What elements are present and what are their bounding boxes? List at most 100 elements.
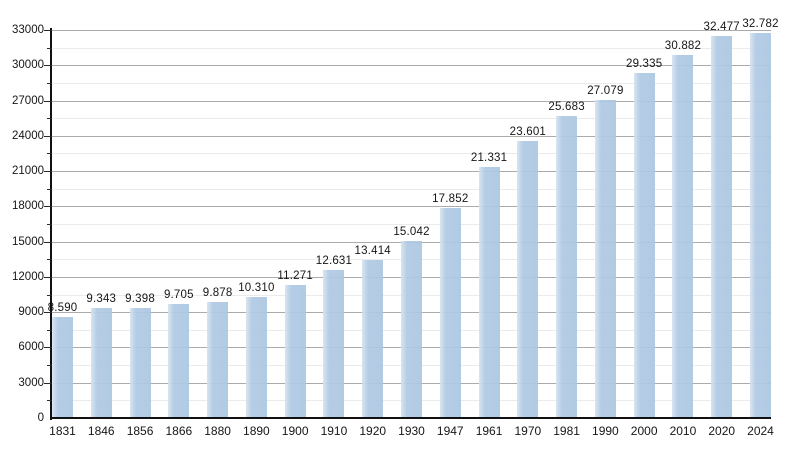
x-tick-label: 2010 — [669, 424, 697, 438]
gridline-minor — [52, 188, 771, 190]
bar-fill — [750, 32, 771, 418]
bar-fill — [594, 99, 616, 418]
y-tick-label: 0 — [37, 412, 44, 424]
x-tick-label: 1920 — [359, 424, 387, 438]
y-axis-tick — [47, 188, 52, 190]
bar-value-label: 25.683 — [548, 101, 585, 114]
x-tick-label: 1970 — [514, 424, 542, 438]
y-axis-tick — [44, 347, 52, 349]
bar-2010: 30.882 — [665, 40, 701, 418]
y-axis-tick — [44, 30, 52, 31]
bar-fill — [362, 260, 384, 418]
x-tick-label: 1880 — [204, 424, 231, 438]
y-axis-tick — [47, 400, 52, 402]
y-axis-tick — [44, 65, 52, 67]
gridline-major — [52, 135, 771, 137]
x-tick-label: 1961 — [475, 424, 503, 438]
y-axis-tick — [47, 365, 52, 367]
bar-value-label: 13.414 — [354, 245, 391, 258]
bar-1961: 21.331 — [471, 152, 507, 418]
bar-fill — [52, 317, 73, 418]
gridline-major — [52, 30, 771, 31]
y-tick-label: 6000 — [18, 341, 44, 354]
bar-fill — [633, 73, 655, 418]
bar-value-label: 8.590 — [47, 302, 78, 315]
bar-value-label: 12.631 — [315, 254, 353, 267]
y-axis-tick — [47, 82, 52, 84]
y-axis-tick — [47, 47, 52, 49]
bar-fill — [478, 167, 500, 418]
bar-1831: 8.590 — [48, 302, 77, 418]
bar-fill — [439, 208, 461, 418]
y-axis-tick — [44, 312, 52, 314]
bar-fill — [207, 301, 229, 418]
gridline-major — [52, 65, 771, 67]
bar-value-label: 9.878 — [202, 286, 233, 299]
bar-fill — [556, 116, 578, 418]
gridline-minor — [52, 47, 771, 49]
bar-1890: 10.310 — [238, 282, 274, 418]
y-tick-label: 12000 — [12, 270, 44, 283]
bar-value-label: 15.042 — [393, 226, 430, 239]
y-axis-tick — [44, 100, 52, 102]
y-tick-label: 30000 — [12, 59, 44, 72]
x-tick-label: 1866 — [165, 424, 193, 438]
y-axis-tick — [44, 135, 52, 137]
bar-value-label: 17.852 — [432, 193, 469, 206]
bar-1866: 9.705 — [164, 289, 194, 418]
bar-value-label: 23.601 — [509, 125, 547, 138]
bar-1981: 25.683 — [548, 101, 585, 418]
bar-value-label: 9.705 — [163, 288, 194, 301]
y-axis-tick — [44, 276, 52, 278]
gridline-minor — [52, 82, 771, 84]
y-tick-label: 24000 — [12, 129, 44, 142]
y-tick-label: 18000 — [12, 200, 44, 213]
bar-fill — [284, 285, 306, 418]
bar-value-label: 21.331 — [470, 152, 508, 165]
y-axis-tick — [44, 171, 52, 173]
x-tick-label: 2000 — [630, 424, 658, 438]
y-tick-label: 27000 — [12, 94, 44, 107]
y-axis-tick — [47, 329, 52, 331]
x-axis-line — [50, 417, 771, 419]
gridline-major — [52, 171, 771, 173]
x-tick-label: 1990 — [592, 424, 619, 438]
bar-2020: 32.477 — [704, 21, 740, 418]
bar-fill — [323, 269, 345, 418]
y-axis-tick — [47, 294, 52, 296]
bar-value-label: 27.079 — [587, 84, 624, 97]
bar-1846: 9.343 — [86, 293, 116, 418]
gridline-minor — [52, 153, 771, 155]
x-tick-label: 1831 — [49, 424, 76, 438]
bar-fill — [245, 296, 267, 418]
x-tick-label: 1900 — [281, 424, 309, 438]
y-tick-label: 33000 — [12, 24, 44, 36]
bar-fill — [517, 140, 539, 418]
x-tick-label: 1981 — [553, 424, 580, 438]
x-tick-label: 1890 — [243, 424, 270, 438]
y-axis-tick — [44, 206, 52, 208]
y-axis-tick — [47, 153, 52, 155]
x-tick-label: 2020 — [708, 424, 736, 438]
plot-area: 8.590 9.343 9.398 9.705 9.878 10.310 11.271 12.… — [48, 18, 778, 418]
gridline-major — [52, 100, 771, 102]
bar-1920: 13.414 — [355, 245, 391, 418]
bar-1970: 23.601 — [510, 126, 546, 418]
bar-1910: 12.631 — [316, 255, 352, 418]
x-tick-label: 1947 — [436, 424, 464, 438]
x-tick-label: 1846 — [87, 424, 115, 438]
gridline-minor — [52, 224, 771, 225]
bar-value-label: 9.343 — [86, 293, 117, 306]
bar-fill — [168, 303, 190, 418]
bar-value-label: 10.310 — [238, 281, 275, 294]
y-axis-tick — [47, 224, 52, 225]
x-tick-label: 1930 — [398, 424, 425, 438]
bar-fill — [401, 241, 422, 418]
y-axis-tick — [47, 118, 52, 120]
bar-1930: 15.042 — [393, 226, 429, 418]
y-axis-tick — [44, 241, 52, 243]
y-tick-label: 9000 — [18, 306, 44, 319]
bar-value-label: 32.477 — [703, 21, 740, 34]
x-tick-label: 1910 — [320, 424, 348, 438]
